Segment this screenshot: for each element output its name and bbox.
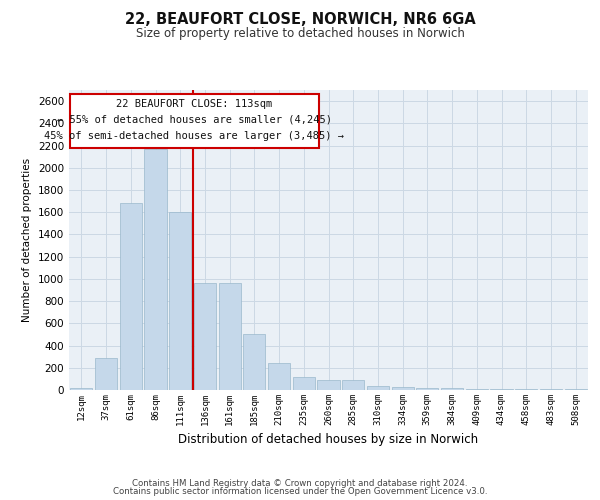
FancyBboxPatch shape [70,94,319,148]
Bar [169,212,191,390]
Text: ← 55% of detached houses are smaller (4,245): ← 55% of detached houses are smaller (4,… [57,114,332,124]
Bar [145,149,167,390]
Bar [416,388,439,390]
Bar [119,204,142,390]
Bar [392,387,414,390]
Text: Contains HM Land Registry data © Crown copyright and database right 2024.: Contains HM Land Registry data © Crown c… [132,478,468,488]
X-axis label: Distribution of detached houses by size in Norwich: Distribution of detached houses by size … [178,434,479,446]
Bar [95,358,117,390]
Y-axis label: Number of detached properties: Number of detached properties [22,158,32,322]
Text: 45% of semi-detached houses are larger (3,485) →: 45% of semi-detached houses are larger (… [44,132,344,141]
Text: 22 BEAUFORT CLOSE: 113sqm: 22 BEAUFORT CLOSE: 113sqm [116,100,272,110]
Bar [441,388,463,390]
Bar [317,380,340,390]
Text: Contains public sector information licensed under the Open Government Licence v3: Contains public sector information licen… [113,487,487,496]
Bar [367,386,389,390]
Bar [490,389,512,390]
Text: Size of property relative to detached houses in Norwich: Size of property relative to detached ho… [136,28,464,40]
Bar [194,284,216,390]
Bar [218,284,241,390]
Bar [466,389,488,390]
Bar [342,380,364,390]
Bar [540,389,562,390]
Text: 22, BEAUFORT CLOSE, NORWICH, NR6 6GA: 22, BEAUFORT CLOSE, NORWICH, NR6 6GA [125,12,475,28]
Bar [243,334,265,390]
Bar [293,376,315,390]
Bar [70,388,92,390]
Bar [268,364,290,390]
